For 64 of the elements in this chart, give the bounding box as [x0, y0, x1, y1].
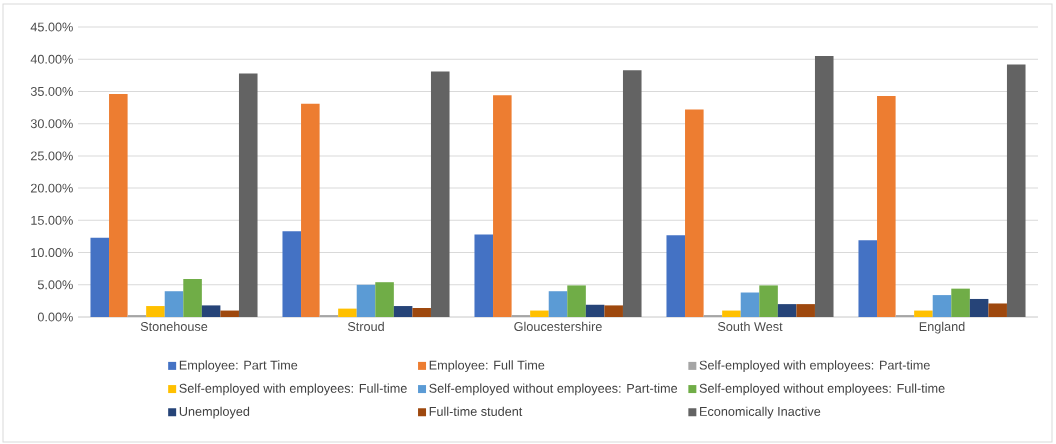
x-tick-label: Stonehouse [140, 321, 208, 332]
y-tick-label: 10.00% [31, 248, 73, 258]
bar [474, 234, 494, 317]
bar [932, 295, 952, 317]
y-tick-label: 40.00% [30, 54, 73, 64]
bar [666, 235, 686, 317]
legend-label: Self-employed without employees: Part-time [429, 383, 678, 396]
y-tick-label: 25.00% [30, 151, 73, 161]
x-tick-label: Stroud [347, 321, 384, 332]
y-tick-label: 5.00% [37, 280, 73, 290]
bar [914, 310, 933, 317]
bar [777, 304, 797, 317]
bar [740, 292, 760, 317]
legend-label: Unemployed [179, 406, 250, 419]
bar [988, 303, 1007, 317]
y-tick-label: 20.00% [30, 183, 73, 193]
bar [375, 282, 394, 317]
bar [530, 310, 549, 317]
bar [146, 306, 165, 317]
bar [877, 95, 896, 317]
x-tick-label: England [919, 321, 965, 334]
y-tick-label: 0.00% [37, 312, 73, 322]
bar [393, 306, 413, 317]
y-tick-label: 30.00% [30, 119, 73, 129]
bar [685, 109, 704, 317]
y-tick-label: 45.00% [30, 22, 73, 32]
bar [356, 284, 376, 317]
legend-label: Self-employed with employees: Full-time [179, 383, 407, 396]
bar [604, 305, 623, 317]
bar [567, 285, 586, 317]
bar [585, 304, 605, 317]
bar [814, 56, 834, 317]
bar [282, 231, 302, 317]
x-tick-label: South West [717, 321, 783, 332]
bar [412, 307, 431, 317]
bar [201, 305, 221, 317]
bar [164, 291, 184, 317]
bar [951, 288, 970, 317]
bar [548, 291, 568, 317]
bar [90, 237, 110, 317]
bar [430, 71, 450, 317]
bar [338, 308, 357, 317]
legend-label: Employee: Full Time [429, 360, 545, 373]
bar [622, 70, 642, 317]
bar [301, 103, 320, 317]
legend-label: Full-time student [429, 406, 523, 416]
bar [493, 95, 512, 317]
legend-label: Economically Inactive [700, 406, 821, 419]
bar [969, 298, 989, 317]
x-tick-label: Gloucestershire [514, 321, 602, 332]
legend-label: Employee: Part Time [179, 360, 298, 373]
bar [722, 310, 741, 317]
bar [796, 304, 815, 317]
bar [1006, 64, 1026, 317]
bar [109, 94, 128, 317]
legend-label: Self-employed without employees: Full-time [699, 383, 945, 396]
bar [183, 278, 202, 317]
y-tick-label: 35.00% [30, 86, 73, 96]
legend-label: Self-employed with employees: Part-time [699, 360, 930, 373]
bar [220, 310, 239, 317]
y-tick-label: 15.00% [31, 215, 73, 225]
bar [759, 285, 778, 317]
bar [858, 240, 878, 317]
bar [238, 73, 258, 317]
